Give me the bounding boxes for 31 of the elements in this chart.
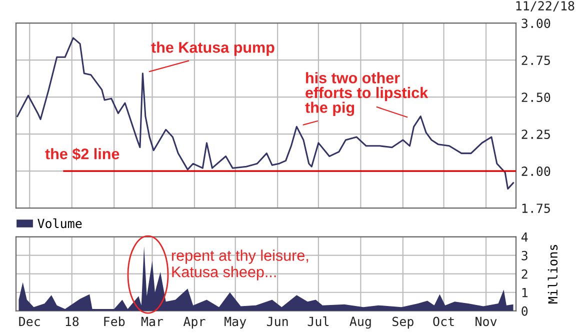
x-tick-label: Mar xyxy=(141,316,164,326)
x-tick-label: Nov xyxy=(476,316,497,326)
x-tick-label: Jul xyxy=(308,316,329,326)
y-tick-label: 2 xyxy=(522,269,528,279)
y-tick-label: 1 xyxy=(522,288,528,298)
x-tick-label: Sep xyxy=(392,316,414,329)
y-tick-label: 1.75 xyxy=(522,204,550,213)
y-tick-label: 3.00 xyxy=(522,18,550,28)
y-tick-label: 2.75 xyxy=(522,56,550,66)
text: 11/22/18 xyxy=(516,1,574,12)
x-tick-label: Aug xyxy=(350,316,371,329)
y-tick-label: 2.25 xyxy=(522,130,550,140)
ref-line-label: the $2 line xyxy=(45,148,120,160)
y-tick-label: 4 xyxy=(521,232,528,242)
x-tick-label: Jun xyxy=(266,316,288,326)
annotation: repent at thy leisure, Katusa sheep... xyxy=(172,250,308,280)
x-tick-label: 18 xyxy=(66,316,79,326)
y-tick-label: 3 xyxy=(522,250,528,260)
x-tick-label: Dec xyxy=(19,316,40,326)
y-tick-label: 2.50 xyxy=(522,92,550,102)
x-tick-label: May xyxy=(224,316,246,329)
y-tick-label: 2.00 xyxy=(522,166,550,176)
annotation: his two other efforts to lipstick the pig xyxy=(305,72,428,116)
y-tick-label: 0 xyxy=(522,306,528,316)
x-tick-label: Oct xyxy=(433,316,454,326)
x-tick-label: Apr xyxy=(183,316,206,329)
x-tick-label: Feb xyxy=(104,316,125,326)
legend-label: Volume xyxy=(38,218,82,228)
y-axis-title: Millions xyxy=(548,245,558,304)
annotation: the Katusa pump xyxy=(151,42,274,56)
line-series xyxy=(16,37,514,190)
